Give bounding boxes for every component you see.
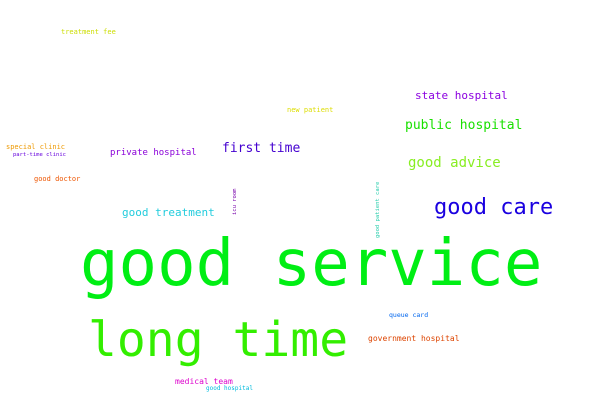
word-private-hospital: private hospital [110, 148, 197, 158]
word-treatment-fee: treatment fee [61, 28, 116, 36]
word-good-advice: good advice [408, 155, 501, 171]
word-state-hospital: state hospital [415, 89, 508, 102]
word-good-hospital: good hospital [206, 385, 253, 392]
word-good-care: good care [434, 195, 554, 220]
word-special-clinic: special clinic [6, 143, 66, 151]
word-icu-room: icu room [232, 188, 238, 216]
word-good-service: good service [80, 227, 543, 301]
word-medical-team: medical team [175, 377, 233, 386]
word-queue-card: queue card [389, 311, 429, 319]
word-new-patient: new patient [287, 106, 334, 114]
word-part-time-clinic: part-time clinic [13, 152, 66, 158]
word-good-doctor: good doctor [34, 175, 81, 183]
word-long-time: long time [88, 312, 349, 368]
word-first-time: first time [222, 141, 301, 156]
word-government-hospital: government hospital [368, 334, 460, 343]
word-public-hospital: public hospital [405, 118, 523, 133]
word-good-patient-care: good patient care [375, 181, 381, 238]
word-good-treatment: good treatment [122, 206, 215, 219]
